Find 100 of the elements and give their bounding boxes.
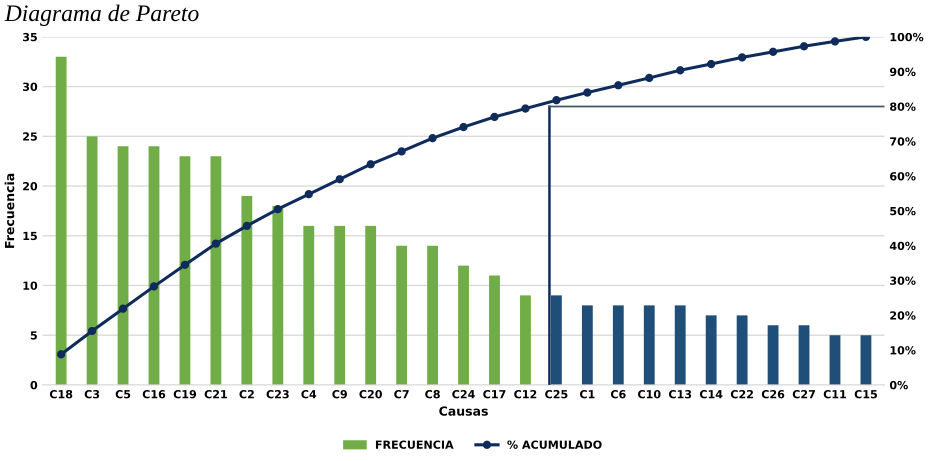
- x-axis-title: Causas: [439, 406, 488, 416]
- y2-tick-label: 0%: [890, 380, 908, 390]
- point: [212, 239, 220, 248]
- y2-tick-label: 20%: [890, 311, 916, 320]
- point: [707, 60, 716, 68]
- point: [521, 104, 530, 113]
- bar: [86, 136, 98, 385]
- legend-label: FRECUENCIA: [376, 440, 454, 449]
- x-tick-label: C20: [359, 390, 382, 398]
- chart-title: Diagrama de Pareto: [4, 4, 199, 26]
- y-tick-label: 10: [24, 281, 38, 290]
- point: [336, 175, 344, 184]
- y2-tick-label: 90%: [890, 68, 916, 76]
- y2-tick-label: 100%: [890, 32, 924, 42]
- y-tick-label: 35: [22, 32, 37, 42]
- bar: [210, 156, 222, 385]
- y2-tick-label: 80%: [890, 102, 916, 111]
- x-tick-label: C21: [204, 390, 227, 398]
- bar: [798, 325, 810, 385]
- point: [490, 112, 499, 122]
- bar: [644, 305, 655, 385]
- x-tick-label: C9: [332, 390, 347, 398]
- x-tick-label: C26: [762, 390, 784, 398]
- bar: [56, 56, 67, 385]
- point: [738, 53, 746, 62]
- bar: [860, 335, 872, 385]
- point: [274, 205, 282, 214]
- x-tick-label: C18: [50, 390, 72, 398]
- point: [242, 222, 252, 230]
- x-tick-label: C27: [792, 390, 815, 398]
- x-tick-label: C23: [266, 390, 289, 398]
- x-tick-label: C15: [854, 390, 877, 398]
- x-tick-label: C19: [174, 390, 196, 398]
- x-tick-label: C11: [824, 390, 846, 398]
- bar: [334, 226, 346, 385]
- bar: [520, 295, 531, 385]
- x-tick-label: C6: [610, 390, 626, 398]
- point: [583, 88, 592, 97]
- y-tick-label: 15: [24, 232, 37, 240]
- y2-tick-label: 30%: [890, 276, 916, 285]
- point: [768, 48, 778, 56]
- bar: [272, 206, 284, 385]
- point: [150, 282, 158, 291]
- point: [552, 96, 561, 104]
- point: [118, 304, 128, 313]
- point: [800, 42, 808, 50]
- y2-tick-label: 40%: [890, 242, 916, 250]
- y-tick-label: 5: [30, 331, 37, 340]
- point: [428, 134, 437, 142]
- y-tick-label: 30: [22, 82, 38, 91]
- y-tick-label: 0: [30, 380, 38, 390]
- y-tick-label: 25: [23, 132, 37, 141]
- bar: [582, 305, 593, 385]
- x-tick-label: C4: [301, 390, 316, 398]
- point: [88, 326, 96, 336]
- x-tick-label: C7: [394, 390, 409, 398]
- x-tick-label: C2: [239, 390, 254, 398]
- y-axis-title: Frecuencia: [4, 174, 14, 248]
- bar: [458, 266, 469, 385]
- bar: [612, 305, 624, 385]
- point: [304, 190, 313, 198]
- x-tick-label: C3: [84, 390, 100, 398]
- x-tick-label: C25: [545, 390, 568, 398]
- bar: [303, 226, 314, 385]
- bar: [736, 315, 748, 385]
- point: [676, 66, 684, 74]
- bar: [118, 146, 128, 385]
- x-tick-label: C5: [116, 390, 130, 398]
- point: [830, 37, 840, 46]
- point: [614, 81, 622, 90]
- y2-tick-label: 10%: [890, 346, 916, 355]
- x-tick-label: C14: [700, 390, 722, 398]
- x-tick-label: C22: [730, 390, 753, 398]
- x-tick-label: C12: [514, 390, 536, 398]
- legend-label: % ACUMULADO: [507, 440, 602, 449]
- y2-tick-label: 50%: [890, 206, 916, 216]
- x-tick-label: C17: [483, 390, 506, 398]
- bar: [489, 276, 500, 385]
- bar: [365, 226, 376, 385]
- x-tick-label: C8: [425, 390, 440, 398]
- x-tick-label: C10: [638, 390, 661, 398]
- point: [56, 350, 66, 358]
- x-tick-label: C1: [580, 390, 595, 398]
- point: [397, 147, 406, 156]
- bar: [427, 246, 438, 385]
- x-tick-label: C16: [142, 390, 166, 398]
- point: [459, 122, 468, 132]
- x-tick-label: C13: [668, 390, 692, 398]
- bar: [241, 196, 252, 385]
- bar: [706, 315, 717, 385]
- x-tick-label: C24: [452, 390, 475, 398]
- point: [180, 260, 190, 270]
- bar: [674, 305, 686, 385]
- bar: [550, 295, 562, 385]
- bar: [768, 325, 778, 385]
- bar: [396, 246, 408, 385]
- bar: [830, 335, 840, 385]
- y2-tick-label: 70%: [890, 137, 916, 146]
- point: [366, 160, 375, 168]
- y2-tick-label: 60%: [890, 172, 916, 180]
